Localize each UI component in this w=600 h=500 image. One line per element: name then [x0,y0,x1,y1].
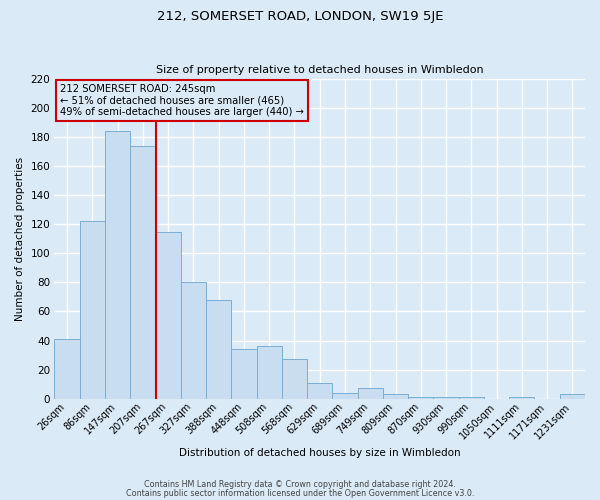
Text: Contains public sector information licensed under the Open Government Licence v3: Contains public sector information licen… [126,489,474,498]
Bar [257,346,282,399]
X-axis label: Distribution of detached houses by size in Wimbledon: Distribution of detached houses by size … [179,448,461,458]
Bar [55,339,80,398]
Bar [560,394,585,398]
Bar [307,382,332,398]
Bar [80,222,105,398]
Bar [206,300,232,398]
Bar [232,349,257,399]
Text: 212 SOMERSET ROAD: 245sqm
← 51% of detached houses are smaller (465)
49% of semi: 212 SOMERSET ROAD: 245sqm ← 51% of detac… [60,84,304,117]
Bar [408,397,433,398]
Bar [282,360,307,399]
Bar [332,393,358,398]
Bar [155,232,181,398]
Bar [383,394,408,398]
Bar [130,146,155,399]
Bar [458,397,484,398]
Text: Contains HM Land Registry data © Crown copyright and database right 2024.: Contains HM Land Registry data © Crown c… [144,480,456,489]
Text: 212, SOMERSET ROAD, LONDON, SW19 5JE: 212, SOMERSET ROAD, LONDON, SW19 5JE [157,10,443,23]
Y-axis label: Number of detached properties: Number of detached properties [15,157,25,321]
Bar [433,397,458,398]
Title: Size of property relative to detached houses in Wimbledon: Size of property relative to detached ho… [156,66,484,76]
Bar [105,132,130,398]
Bar [181,282,206,399]
Bar [358,388,383,398]
Bar [509,397,535,398]
